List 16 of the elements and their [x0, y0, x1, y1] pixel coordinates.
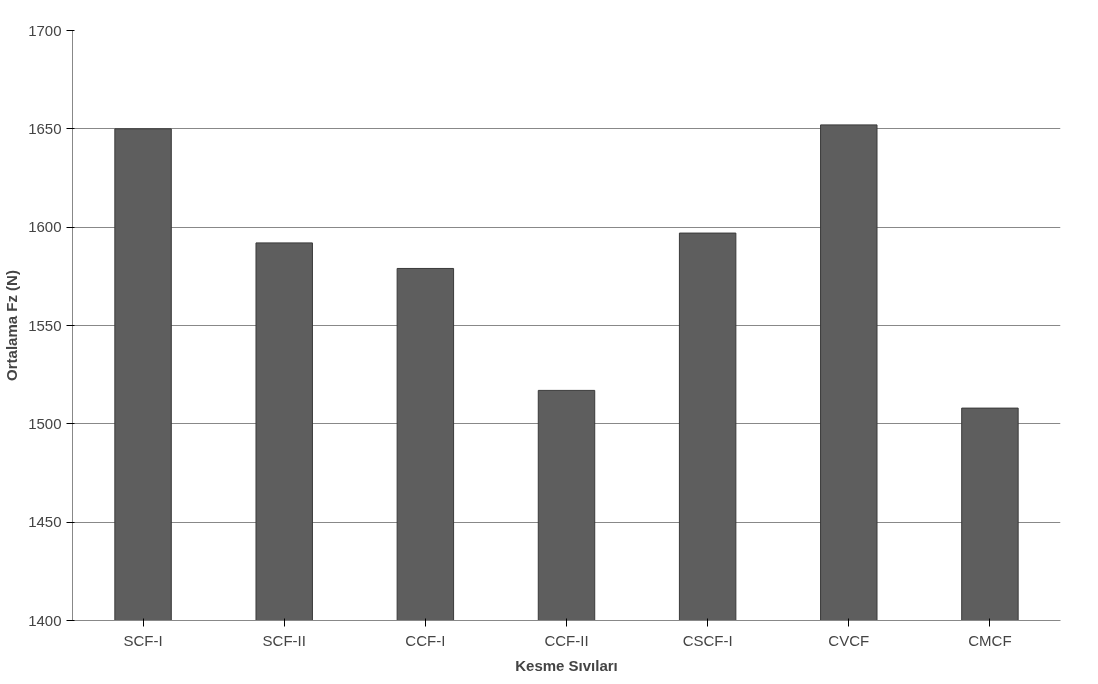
x-tick-label: CSCF-I	[682, 631, 733, 649]
x-tick-label: SCF-I	[123, 631, 163, 649]
y-tick-label: 1650	[28, 119, 62, 137]
x-tick-label: CMCF	[968, 631, 1012, 649]
x-tick-label: SCF-II	[262, 631, 306, 649]
y-tick-label: 1400	[28, 611, 62, 629]
x-tick-label: CCF-I	[405, 631, 446, 649]
y-tick-label: 1600	[28, 218, 62, 236]
x-tick-label: CVCF	[828, 631, 870, 649]
y-tick-label: 1550	[28, 316, 62, 334]
y-tick-label: 1500	[28, 414, 62, 432]
y-tick-label: 1450	[28, 513, 62, 531]
y-axis-title: Ortalama Fz (N)	[3, 270, 21, 381]
x-axis-title: Kesme Sıvıları	[515, 656, 618, 674]
x-tick-label: CCF-II	[544, 631, 589, 649]
y-tick-label: 1700	[28, 21, 62, 39]
